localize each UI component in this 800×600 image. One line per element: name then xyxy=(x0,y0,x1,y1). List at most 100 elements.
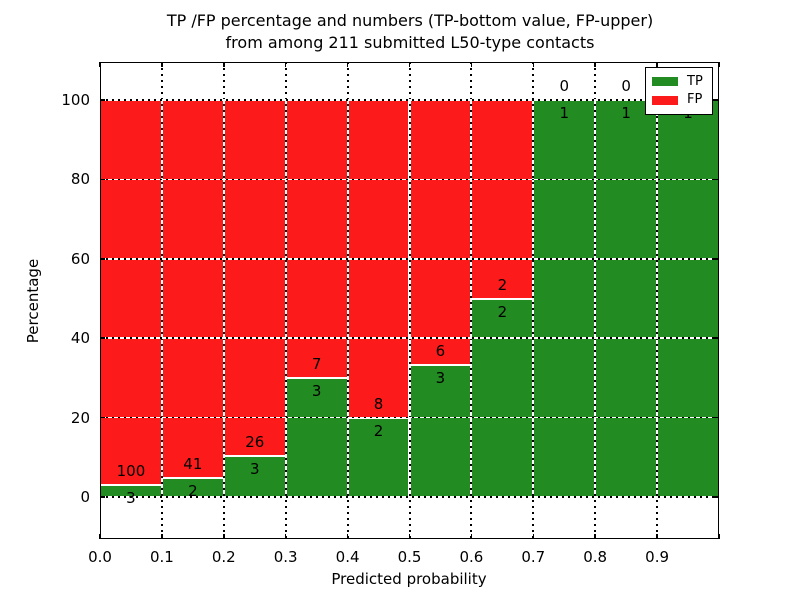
y-axis-label: Percentage xyxy=(24,258,42,344)
fp-count-label: 7 xyxy=(311,354,322,373)
y-tick-label: 80 xyxy=(70,170,90,189)
x-tick xyxy=(161,534,163,539)
y-tick-label: 100 xyxy=(61,91,90,110)
x-tick xyxy=(284,534,287,539)
tp-bar-segment xyxy=(595,100,658,497)
y-tick xyxy=(100,416,105,419)
fp-bar-segment xyxy=(223,100,286,456)
tp-bar-segment xyxy=(657,100,719,497)
x-tick-label: 0.0 xyxy=(88,548,112,566)
y-tick xyxy=(100,99,105,101)
legend: TP FP xyxy=(645,67,713,115)
x-tick-label: 0.1 xyxy=(149,548,174,566)
x-tick xyxy=(656,62,658,67)
x-tick xyxy=(408,62,411,67)
x-gridline xyxy=(594,62,597,539)
fp-bar-segment xyxy=(100,100,162,486)
fp-bar-segment xyxy=(285,100,348,378)
x-tick xyxy=(532,62,535,67)
x-gridline xyxy=(222,62,225,539)
fp-bar-segment xyxy=(471,100,534,299)
x-tick xyxy=(346,534,349,539)
legend-entry-tp: TP xyxy=(652,73,706,89)
x-gridline xyxy=(346,62,349,539)
legend-label-fp: FP xyxy=(687,92,703,108)
plot-area: 100341226373826322010101 xyxy=(99,62,720,539)
fp-count-label: 0 xyxy=(621,77,631,96)
x-tick-label: 0.7 xyxy=(521,548,546,566)
x-tick-label: 0.4 xyxy=(335,548,360,566)
chart-title: TP /FP percentage and numbers (TP-bottom… xyxy=(60,10,760,54)
x-gridline xyxy=(284,62,287,539)
fp-count-label: 8 xyxy=(373,394,384,413)
y-tick xyxy=(100,178,105,181)
x-tick xyxy=(532,534,535,539)
tp-color-swatch xyxy=(652,77,678,87)
x-gridline xyxy=(408,62,411,539)
x-gridline xyxy=(160,62,163,539)
chart-title-line1: TP /FP percentage and numbers (TP-bottom… xyxy=(166,11,654,30)
y-gridline xyxy=(100,337,719,339)
fp-bar-segment xyxy=(161,100,224,479)
tp-count-label: 1 xyxy=(621,104,631,123)
fp-count-label: 41 xyxy=(183,455,203,474)
y-gridline xyxy=(100,178,719,181)
y-tick-label: 60 xyxy=(70,249,90,268)
y-tick xyxy=(714,99,719,101)
x-tick xyxy=(223,534,225,539)
x-tick xyxy=(470,534,473,539)
y-tick xyxy=(100,496,105,498)
fp-count-label: 26 xyxy=(245,432,265,451)
x-axis-label: Predicted probability xyxy=(331,570,487,588)
x-tick-label: 0.5 xyxy=(397,548,422,566)
y-gridline xyxy=(100,416,719,419)
x-tick xyxy=(161,62,163,67)
y-gridline xyxy=(100,99,719,101)
y-tick-label: 0 xyxy=(80,487,90,506)
fp-count-label: 2 xyxy=(497,275,508,294)
x-tick xyxy=(408,534,411,539)
tp-count-label: 2 xyxy=(188,482,198,501)
x-gridline xyxy=(470,62,473,539)
x-tick xyxy=(594,62,596,67)
y-tick-label: 40 xyxy=(70,329,90,348)
fp-count-label: 6 xyxy=(435,341,446,360)
tp-bar-segment xyxy=(533,100,596,497)
tp-count-label: 1 xyxy=(559,104,570,123)
tp-count-label: 3 xyxy=(249,459,260,478)
x-tick xyxy=(346,62,349,67)
x-tick-label: 0.3 xyxy=(273,548,298,566)
x-tick-label: 0.6 xyxy=(459,548,484,566)
y-gridline xyxy=(100,258,719,260)
x-tick-label: 0.8 xyxy=(583,548,608,566)
legend-entry-fp: FP xyxy=(652,93,706,107)
x-tick xyxy=(99,62,101,67)
y-tick-label: 20 xyxy=(70,408,90,427)
fp-count-label: 100 xyxy=(116,462,146,481)
x-tick xyxy=(656,534,658,539)
legend-label-tp: TP xyxy=(687,73,703,89)
chart-title-line2: from among 211 submitted L50-type contac… xyxy=(225,33,595,52)
tp-count-label: 2 xyxy=(497,302,508,321)
y-gridline xyxy=(100,496,719,498)
fp-bar-segment xyxy=(409,100,472,365)
fp-count-label: 0 xyxy=(559,77,570,96)
x-gridline xyxy=(532,62,535,539)
y-tick xyxy=(714,496,719,498)
x-tick xyxy=(718,62,720,67)
x-tick xyxy=(594,534,596,539)
tp-count-label: 3 xyxy=(435,368,446,387)
y-tick xyxy=(714,416,719,419)
y-tick xyxy=(714,178,719,181)
x-tick xyxy=(718,534,720,539)
tp-bar-segment xyxy=(471,298,534,497)
y-tick xyxy=(100,258,105,260)
tp-count-label: 2 xyxy=(373,421,384,440)
x-tick xyxy=(470,62,473,67)
tp-count-label: 3 xyxy=(126,489,136,508)
x-tick xyxy=(284,62,287,67)
fp-color-swatch xyxy=(652,95,678,105)
x-tick xyxy=(223,62,225,67)
y-tick xyxy=(714,337,719,339)
